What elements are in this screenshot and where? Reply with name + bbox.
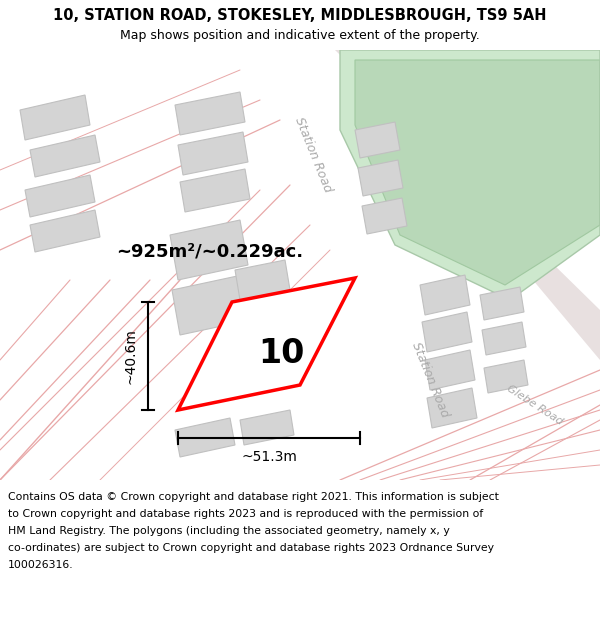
Polygon shape <box>290 50 600 360</box>
Polygon shape <box>20 95 90 140</box>
Text: Station Road: Station Road <box>292 116 334 194</box>
Text: 10: 10 <box>258 338 304 370</box>
Polygon shape <box>355 122 400 158</box>
Text: ~925m²/~0.229ac.: ~925m²/~0.229ac. <box>116 242 304 260</box>
Text: Glebe Road: Glebe Road <box>505 383 565 427</box>
Polygon shape <box>482 322 526 355</box>
Polygon shape <box>172 275 250 335</box>
Polygon shape <box>238 300 293 340</box>
Text: HM Land Registry. The polygons (including the associated geometry, namely x, y: HM Land Registry. The polygons (includin… <box>8 526 450 536</box>
Polygon shape <box>358 160 403 196</box>
Polygon shape <box>25 175 95 217</box>
Polygon shape <box>180 169 250 212</box>
Polygon shape <box>30 135 100 177</box>
Text: ~51.3m: ~51.3m <box>241 450 297 464</box>
Text: ~40.6m: ~40.6m <box>124 328 138 384</box>
Text: 100026316.: 100026316. <box>8 560 74 570</box>
Polygon shape <box>235 260 290 300</box>
Text: to Crown copyright and database rights 2023 and is reproduced with the permissio: to Crown copyright and database rights 2… <box>8 509 483 519</box>
Polygon shape <box>178 278 355 410</box>
Polygon shape <box>175 418 235 457</box>
Polygon shape <box>422 312 472 352</box>
Polygon shape <box>30 210 100 252</box>
Polygon shape <box>170 220 248 280</box>
Polygon shape <box>362 198 407 234</box>
Text: Map shows position and indicative extent of the property.: Map shows position and indicative extent… <box>120 29 480 42</box>
Polygon shape <box>178 132 248 175</box>
Polygon shape <box>240 410 294 445</box>
Text: 10, STATION ROAD, STOKESLEY, MIDDLESBROUGH, TS9 5AH: 10, STATION ROAD, STOKESLEY, MIDDLESBROU… <box>53 9 547 24</box>
Polygon shape <box>425 350 475 390</box>
Text: Station Road: Station Road <box>409 341 451 419</box>
Polygon shape <box>480 287 524 320</box>
Text: co-ordinates) are subject to Crown copyright and database rights 2023 Ordnance S: co-ordinates) are subject to Crown copyr… <box>8 543 494 553</box>
Polygon shape <box>420 275 470 315</box>
Polygon shape <box>175 92 245 135</box>
Polygon shape <box>240 340 295 378</box>
Polygon shape <box>484 360 528 393</box>
Polygon shape <box>355 60 600 285</box>
Polygon shape <box>340 50 600 300</box>
Text: Contains OS data © Crown copyright and database right 2021. This information is : Contains OS data © Crown copyright and d… <box>8 492 499 502</box>
Polygon shape <box>427 388 477 428</box>
